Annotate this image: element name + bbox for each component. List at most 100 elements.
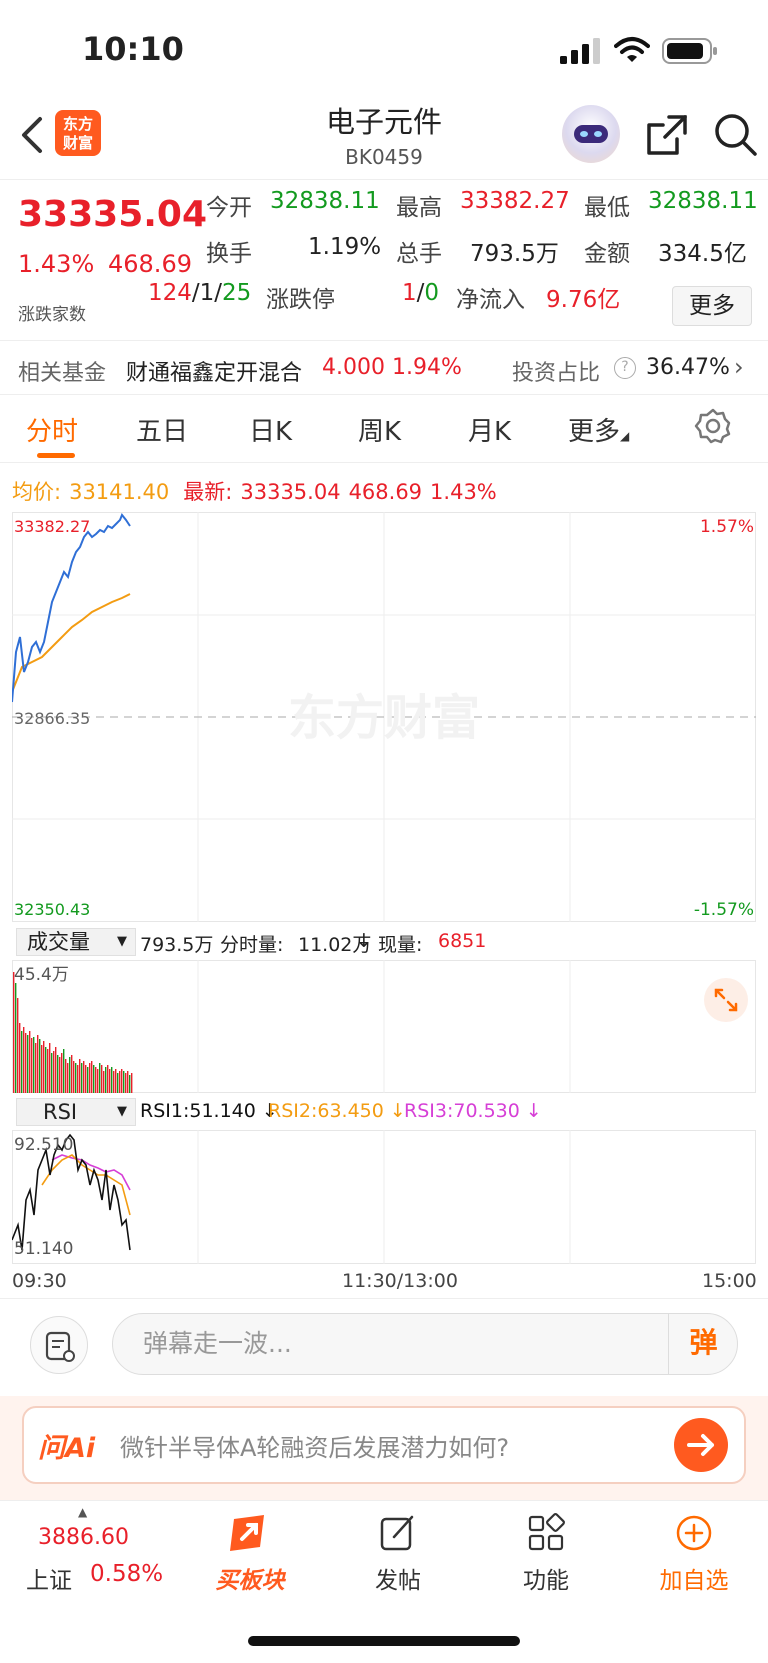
edit-post-icon [380,1515,414,1551]
time-start: 09:30 [12,1270,67,1292]
volume-bar [13,972,15,1093]
share-icon[interactable] [645,113,689,157]
volume-bar [97,1069,99,1093]
nav-buy-sector-label: 买板块 [215,1568,285,1594]
settings-gear-icon[interactable] [694,407,732,445]
tab-daily-k[interactable]: 日K [249,417,293,447]
invest-ratio-label: 投资占比 [512,361,601,386]
cellular-signal-icon [560,38,600,64]
page-subtitle-code: BK0459 [345,145,423,169]
watermark-text: 东方财富 [288,690,480,746]
volume-bar [67,1063,69,1093]
fund-label: 相关基金 [18,361,107,386]
tab-five-day[interactable]: 五日 [136,417,189,447]
volume-bar [69,1057,71,1093]
logo-text-bottom: 财富 [62,134,93,152]
limit-sep: / [416,280,425,306]
tab-monthly-k[interactable]: 月K [468,417,512,447]
adv-sep-2: / [214,280,223,306]
minute-volume-arrow: ↓ [356,930,372,952]
volume-bar [55,1047,57,1093]
flat-count: 1 [199,280,215,306]
open-label: 今开 [206,195,252,221]
volume-bar [59,1057,61,1093]
volume-bar [123,1071,125,1093]
latest-label: 最新: [183,480,233,504]
ai-suggestion-area: 问Ai 微针半导体A轮融资后发展潜力如何? [0,1396,768,1500]
rsi2-readout: RSI2:63.450 ↓ [268,1100,406,1122]
rsi-select-label: RSI [43,1100,78,1124]
index-value: 3886.60 [38,1525,129,1550]
volume-bar [45,1047,47,1093]
index-ticker[interactable]: ▲ 3886.60 上证 0.58% [0,1501,170,1611]
volume-bar [17,998,19,1093]
home-indicator [248,1636,520,1646]
rsi-indicator-select[interactable]: RSI ▼ [16,1098,136,1126]
volume-bar [33,1037,35,1093]
tab-weekly-k[interactable]: 周K [358,417,402,447]
tab-intraday[interactable]: 分时 [26,417,79,447]
decliners-count: 25 [222,280,252,306]
back-arrow-icon[interactable] [18,115,48,155]
volume-indicator-header: 成交量 ▼ 793.5万 分时量: 11.02万 ↓ 现量: 6851 [12,928,756,958]
minute-volume-label: 分时量: [220,934,284,956]
danmaku-settings-icon [45,1331,75,1362]
volume-max-label: 45.4万 [14,965,69,985]
volume-bar [57,1055,59,1093]
price-line [12,513,131,703]
volume-bar [37,1035,39,1093]
tab-more[interactable]: 更多◢ [568,411,629,448]
high-value: 33382.27 [460,188,570,214]
nav-post[interactable]: 发帖 [338,1513,458,1595]
related-fund-row[interactable]: 相关基金 财通福鑫定开混合 4.000 1.94% 投资占比 ? 36.47% … [0,340,768,395]
ai-question-bar[interactable]: 问Ai 微针半导体A轮融资后发展潜力如何? [22,1406,746,1484]
volume-indicator-select[interactable]: 成交量 ▼ [16,928,136,956]
assistant-robot-avatar[interactable] [562,105,620,163]
rsi-chart[interactable]: 92.510 51.140 [12,1130,756,1264]
chart-period-tabs: 分时 五日 日K 周K 月K 更多◢ [0,395,768,463]
volume-label: 总手 [396,241,442,267]
volume-bar [43,1041,45,1093]
ai-ask-button[interactable] [674,1418,728,1472]
danmaku-settings-button[interactable] [30,1316,88,1374]
change-percent: 1.43% [18,250,95,278]
app-logo[interactable]: 东方 财富 [55,110,101,156]
caret-down-icon: ▼ [117,934,127,949]
volume-bar [27,1035,29,1093]
latest-value: 33335.04 [240,480,341,504]
volume-bar [107,1065,109,1093]
volume-bar [127,1071,129,1093]
search-icon[interactable] [712,111,758,157]
rsi3-readout: RSI3:70.530 ↓ [404,1100,542,1122]
wifi-icon [614,37,650,62]
volume-chart[interactable]: 45.4万 [12,960,756,1093]
more-button[interactable]: 更多 [672,286,752,326]
volume-bar [63,1049,65,1093]
nav-buy-sector[interactable]: 买板块 [190,1513,310,1595]
volume-select-label: 成交量 [27,930,90,954]
danmaku-toggle-button[interactable]: 弹 [668,1313,738,1375]
time-mid: 11:30/13:00 [342,1270,458,1292]
expand-chart-button[interactable] [704,978,748,1022]
volume-bar [65,1059,67,1093]
open-value: 32838.11 [270,188,380,214]
page-title: 电子元件 [325,105,442,139]
intraday-price-chart[interactable]: 东方财富 33382.27 32866.35 32350.43 1.57% -1… [12,512,756,922]
volume-bar [15,983,17,1093]
logo-text-top: 东方 [62,115,93,133]
time-axis: 09:30 11:30/13:00 15:00 [12,1268,757,1298]
volume-bar [111,1067,113,1093]
help-icon[interactable]: ? [614,357,636,379]
volume-bar [121,1069,123,1093]
nav-functions[interactable]: 功能 [486,1513,606,1595]
y-label-bottom: 32350.43 [14,900,90,919]
volume-bar [105,1067,107,1093]
tab-more-label: 更多 [568,417,621,447]
volume-bar [41,1045,43,1093]
index-percent: 0.58% [90,1561,164,1587]
tab-more-caret-icon: ◢ [620,429,630,443]
nav-add-watchlist[interactable]: 加自选 [634,1513,754,1595]
latest-pct: 1.43% [430,480,497,504]
add-circle-icon [676,1515,712,1551]
danmaku-input[interactable]: 弹幕走一波... [112,1313,738,1375]
